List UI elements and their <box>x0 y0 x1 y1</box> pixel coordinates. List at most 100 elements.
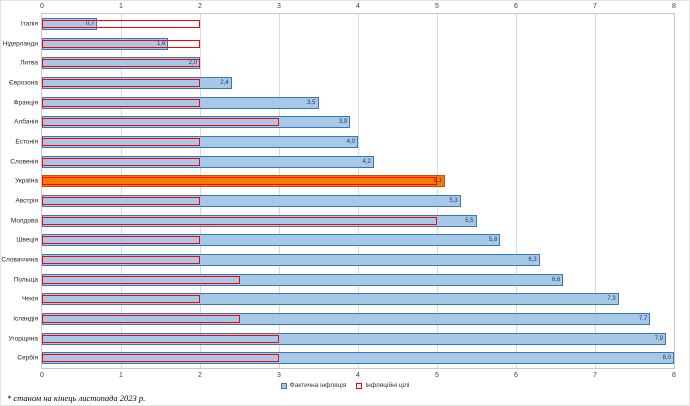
target-outline <box>42 314 240 323</box>
target-outline <box>42 157 200 166</box>
chart-row: Швеція 5,8 <box>16 230 674 250</box>
x-axis-tick-bottom: 6 <box>514 372 518 379</box>
legend-item-actual-inflation: Фактична інфляція <box>280 382 346 389</box>
chart-row: Молдова 5,5 <box>11 211 674 231</box>
chart-row: Польща 6,6 <box>14 270 674 290</box>
category-label: Швеція <box>16 236 38 244</box>
chart-row: Італія 0,7 <box>21 14 674 34</box>
chart-rows: Італія 0,7 Нідерланди 1,6 Литва 2,0 Єврозона 2,… <box>1 14 674 368</box>
category-label: Франція <box>13 99 38 107</box>
chart-row: Албанія 3,9 <box>14 112 674 132</box>
category-label: Італія <box>20 20 38 28</box>
chart-row: Естонія 4,0 <box>15 132 674 152</box>
value-label: 6,3 <box>528 256 537 263</box>
x-axis-tick-bottom: 0 <box>40 372 44 379</box>
chart-row: Сербія 8,0 <box>17 348 674 368</box>
value-label: 6,6 <box>552 276 561 283</box>
chart-row: Франція 3,5 <box>14 93 674 113</box>
chart-row: Угорщина 7,9 <box>9 329 674 349</box>
legend-outline-swatch-icon <box>356 382 363 389</box>
value-label: 5,1 <box>433 178 442 185</box>
gridline <box>595 14 596 368</box>
x-axis-tick-bottom: 3 <box>277 372 281 379</box>
plot-area: Італія 0,7 Нідерланди 1,6 Литва 2,0 Єврозона 2,… <box>1 3 676 379</box>
value-label: 1,6 <box>157 40 166 47</box>
target-outline <box>42 59 200 68</box>
legend: Фактична інфляція Інфляційні цілі <box>1 382 689 389</box>
gridline <box>279 14 280 368</box>
x-axis-tick-top: 1 <box>119 3 123 10</box>
x-axis-tick-top: 2 <box>198 3 202 10</box>
target-outline <box>42 196 200 205</box>
gridline <box>437 14 438 368</box>
target-outline <box>42 236 200 245</box>
target-outline <box>42 177 437 186</box>
value-label: 5,5 <box>465 217 474 224</box>
legend-item-inflation-targets: Інфляційні цілі <box>356 382 409 389</box>
value-label: 2,0 <box>188 60 197 67</box>
x-axis-tick-top: 5 <box>435 3 439 10</box>
chart-row: Єврозона 2,4 <box>9 73 674 93</box>
value-label: 8,0 <box>662 355 671 362</box>
gridline <box>200 14 201 368</box>
x-axis-tick-bottom: 2 <box>198 372 202 379</box>
target-outline <box>42 295 200 304</box>
target-outline <box>42 137 200 146</box>
x-axis-tick-bottom: 5 <box>435 372 439 379</box>
x-axis-tick-bottom: 4 <box>356 372 360 379</box>
x-axis-tick-bottom: 1 <box>119 372 123 379</box>
target-outline <box>42 216 437 225</box>
value-label: 3,9 <box>338 119 348 126</box>
legend-filled-swatch-icon <box>280 382 287 389</box>
x-axis-tick-bottom: 7 <box>593 372 597 379</box>
target-outline <box>42 78 200 87</box>
x-axis-tick-top: 6 <box>514 3 518 10</box>
value-label: 5,8 <box>488 237 498 244</box>
category-label: Угорщина <box>8 335 38 343</box>
target-outline <box>42 275 240 284</box>
category-label: Австрія <box>15 197 38 205</box>
legend-label-inflation-targets: Інфляційні цілі <box>365 382 410 389</box>
target-outline <box>42 98 200 107</box>
chart-row: Словенія 4,2 <box>10 152 674 172</box>
value-label: 4,2 <box>362 158 371 165</box>
target-outline <box>42 19 200 28</box>
x-axis-tick-top: 3 <box>277 3 281 10</box>
target-outline <box>42 255 200 264</box>
value-label: 0,7 <box>85 20 95 27</box>
chart-row: Нідерланди 1,6 <box>3 34 674 54</box>
category-label: Ісландія <box>13 315 38 323</box>
value-label: 2,4 <box>220 79 229 86</box>
gridline <box>121 14 122 368</box>
value-label: 7,3 <box>607 296 616 303</box>
chart-row: Литва 2,0 <box>20 53 674 73</box>
chart-row: Чехія 7,3 <box>22 289 674 309</box>
category-label: Україна <box>15 177 38 185</box>
target-outline <box>42 39 200 48</box>
category-label: Польща <box>13 276 38 284</box>
gridline <box>358 14 359 368</box>
target-outline <box>42 354 279 363</box>
value-label: 4,0 <box>346 138 355 145</box>
category-label: Естонія <box>15 138 38 146</box>
value-label: 7,7 <box>638 315 648 322</box>
value-label: 7,9 <box>654 335 664 342</box>
target-outline <box>42 334 279 343</box>
x-axis-tick-bottom: 8 <box>672 372 676 379</box>
chart-row: Австрія 5,3 <box>15 191 674 211</box>
category-label: Словенія <box>10 158 38 166</box>
footnote: * станом на кінець листопада 2023 р. <box>7 393 146 403</box>
x-axis-tick-top: 7 <box>593 3 597 10</box>
category-label: Албанія <box>14 118 38 126</box>
gridline <box>516 14 517 368</box>
chart-row: Словаччина 6,3 <box>1 250 674 270</box>
category-label: Єврозона <box>8 79 38 87</box>
value-label: 5,3 <box>449 197 458 204</box>
category-label: Чехія <box>21 295 38 303</box>
value-label: 3,5 <box>307 99 316 106</box>
category-label: Словаччина <box>1 256 38 264</box>
x-axis-tick-top: 8 <box>672 3 676 10</box>
target-outline <box>42 118 279 127</box>
category-label: Молдова <box>10 217 38 225</box>
